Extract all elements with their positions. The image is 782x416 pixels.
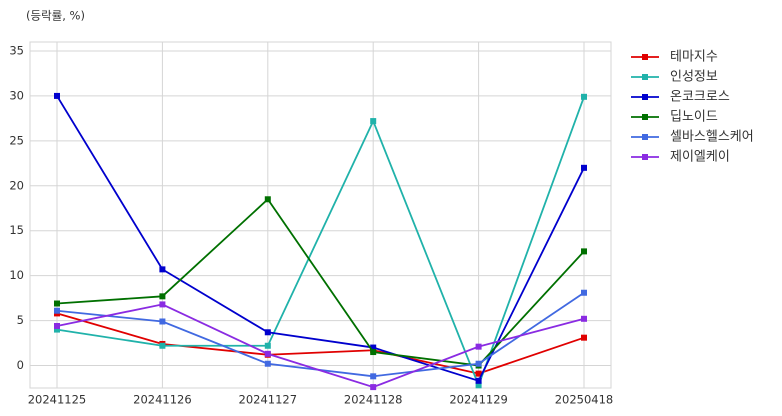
point-marker (159, 301, 166, 308)
legend-marker (642, 74, 648, 80)
legend-label: 테마지수 (670, 50, 718, 65)
legend-label: 제이엘케이 (670, 150, 730, 165)
point-marker (581, 315, 587, 322)
point-marker (475, 343, 482, 350)
legend-label: 온코크로스 (670, 90, 730, 105)
legend-label: 인성정보 (670, 70, 718, 85)
series-line (56, 197, 585, 367)
y-tick-label: 20 (9, 178, 24, 192)
point-marker (475, 370, 482, 377)
chart-title: (등락률, %) (26, 9, 85, 23)
point-marker (370, 384, 377, 391)
point-marker (475, 382, 482, 389)
x-tick-label: 20241128 (344, 393, 403, 407)
point-marker (54, 300, 60, 307)
legend-marker (642, 94, 648, 100)
series-line (56, 96, 585, 388)
point-marker (54, 307, 60, 314)
point-marker (581, 334, 587, 341)
point-marker (54, 92, 60, 99)
point-marker (370, 344, 377, 351)
y-tick-label: 0 (17, 358, 24, 372)
legend-marker (642, 54, 648, 60)
point-marker (581, 248, 587, 255)
point-marker (54, 322, 60, 329)
y-tick-label: 35 (9, 43, 24, 57)
x-tick-label: 20241125 (28, 393, 87, 407)
y-tick-label: 15 (9, 223, 24, 237)
legend-label: 딥노이드 (670, 110, 718, 125)
point-marker (159, 342, 166, 349)
plot-frame (29, 41, 612, 389)
x-tick-label: 20250418 (555, 393, 614, 407)
point-marker (475, 377, 482, 384)
point-marker (54, 326, 60, 333)
x-tick-label: 20241126 (133, 393, 192, 407)
y-tick-label: 30 (9, 88, 24, 102)
legend-marker (642, 154, 648, 160)
point-marker (264, 350, 271, 357)
y-tick-label: 5 (17, 313, 24, 327)
x-tick-label: 20241127 (239, 393, 298, 407)
point-marker (264, 196, 271, 203)
series-line (56, 303, 585, 389)
series-line (56, 312, 585, 375)
legend-marker (642, 134, 648, 140)
point-marker (264, 329, 271, 336)
legend-marker (642, 114, 648, 120)
point-marker (159, 266, 166, 273)
point-marker (581, 93, 587, 100)
point-marker (264, 360, 271, 367)
y-tick-label: 25 (9, 133, 24, 147)
y-tick-label: 10 (9, 268, 24, 282)
point-marker (370, 349, 377, 356)
x-tick-label: 20241129 (449, 393, 508, 407)
point-marker (370, 373, 377, 380)
point-marker (581, 289, 587, 296)
legend-label: 셀바스헬스케어 (670, 130, 754, 145)
point-marker (159, 293, 166, 300)
point-marker (370, 118, 377, 125)
point-marker (159, 318, 166, 325)
point-marker (264, 342, 271, 349)
point-marker (475, 360, 482, 367)
point-marker (581, 164, 587, 171)
